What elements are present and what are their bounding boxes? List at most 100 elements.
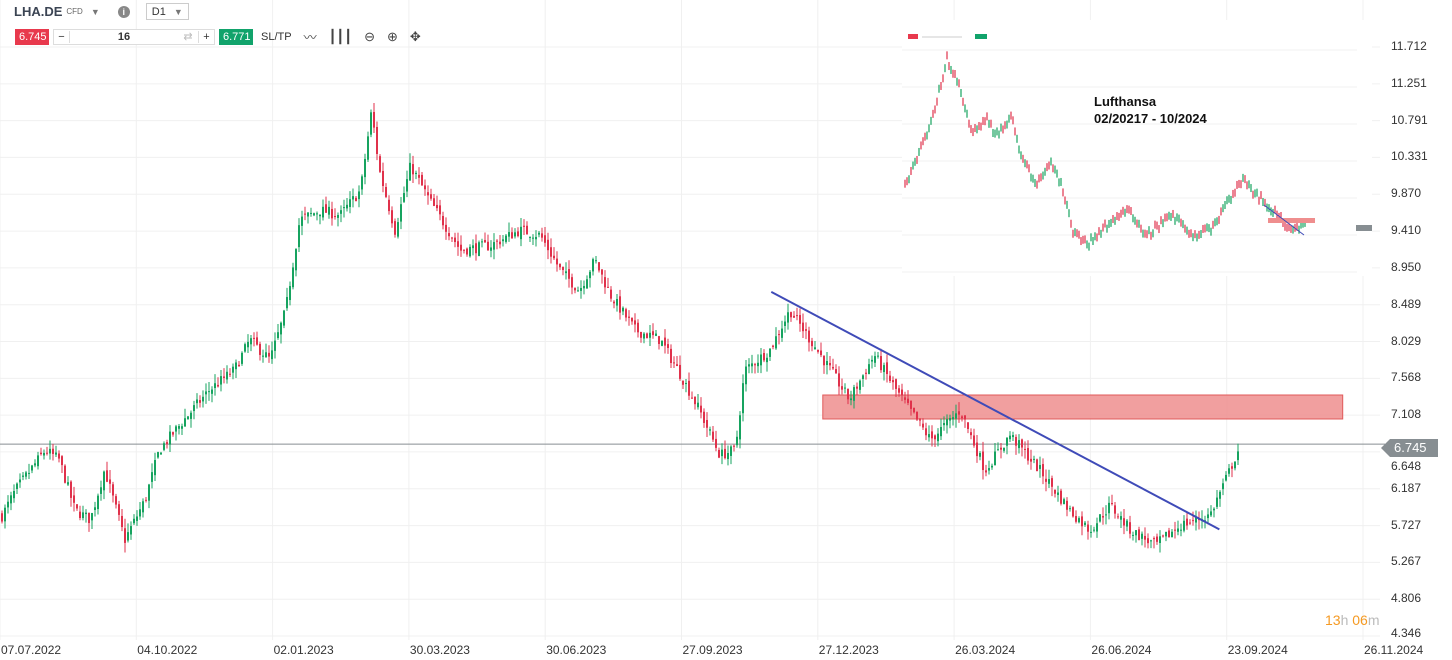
resistance-zone[interactable] — [822, 394, 1344, 420]
decrease-button[interactable]: − — [54, 30, 70, 43]
inset-long-term-chart: Lufthansa 02/20217 - 10/2024 — [902, 20, 1372, 276]
candle-body — [625, 309, 627, 318]
candle-body — [1171, 531, 1173, 538]
candle-body — [160, 452, 162, 455]
candle-body — [1015, 436, 1017, 446]
candle-body — [619, 296, 621, 313]
candle-body — [277, 332, 279, 339]
candle-body — [694, 396, 696, 405]
zoom-out-icon[interactable]: ⊖ — [364, 28, 375, 44]
increase-button[interactable]: + — [198, 30, 214, 43]
candle-body — [439, 205, 441, 215]
candle-body — [682, 380, 684, 385]
candle-body — [316, 213, 318, 215]
quantity-stepper[interactable]: − 16 ⇄ + — [53, 28, 215, 45]
candle-body — [427, 192, 429, 196]
candle-body — [1036, 459, 1038, 472]
symbol-dropdown-chevron-icon[interactable]: ▼ — [90, 6, 100, 17]
candle-body — [436, 204, 438, 209]
candle-body — [673, 362, 675, 364]
candle-body — [148, 484, 150, 501]
sltp-button[interactable]: SL/TP — [261, 30, 292, 43]
candle-body — [724, 448, 726, 459]
candle-body — [1228, 468, 1230, 474]
candle-body — [937, 433, 939, 442]
candle-body — [1072, 507, 1074, 517]
sell-button[interactable]: 6.745 — [15, 28, 49, 45]
info-icon[interactable]: i — [117, 5, 130, 18]
candle-body — [1192, 520, 1194, 522]
candle-body — [628, 316, 630, 318]
trade-bar: 6.745 − 16 ⇄ + 6.771 SL/TP 〰 ┃┃┃ ⊖ ⊕ ✥ — [15, 27, 421, 46]
inset-price-tag — [1356, 225, 1372, 231]
candle-body — [808, 330, 810, 343]
candle-body — [733, 445, 735, 447]
candle-body — [670, 348, 672, 364]
candle-body — [166, 442, 168, 445]
quantity-input[interactable]: 16 — [117, 30, 131, 43]
candle-body — [382, 170, 384, 187]
candle-body — [295, 249, 297, 271]
candle-countdown: 13h 06m — [1325, 612, 1380, 628]
candle-body — [46, 452, 48, 454]
candle-body — [187, 416, 189, 420]
candle-body — [1081, 516, 1083, 527]
candle-body — [547, 239, 549, 251]
candle-body — [232, 366, 234, 373]
candle-body — [211, 389, 213, 394]
x-tick-label: 30.06.2023 — [546, 643, 607, 657]
swap-icon[interactable]: ⇄ — [183, 31, 193, 43]
buy-button[interactable]: 6.771 — [219, 28, 253, 45]
candle-body — [1078, 518, 1080, 523]
candle-body — [292, 267, 294, 288]
candle-body — [226, 371, 228, 380]
y-tick-label: 8.489 — [1391, 296, 1422, 311]
candle-body — [1159, 536, 1161, 544]
candle-body — [967, 422, 969, 429]
candle-body — [181, 426, 183, 429]
candle-body — [892, 380, 894, 383]
inset-resistance-zone — [1268, 218, 1315, 223]
candle-body — [1084, 522, 1086, 525]
candle-body — [61, 456, 63, 466]
symbol-name[interactable]: LHA.DE — [14, 4, 63, 19]
candle-body — [448, 233, 450, 237]
candle-body — [484, 240, 486, 243]
candle-body — [415, 172, 417, 175]
candle-body — [529, 236, 531, 238]
y-tick-label: 7.108 — [1391, 407, 1422, 422]
candle-body — [40, 452, 42, 455]
candle-body — [241, 352, 243, 364]
y-tick-label: 10.331 — [1391, 149, 1428, 164]
candle-body — [703, 411, 705, 423]
candle-body — [1087, 524, 1089, 532]
x-tick-label: 26.11.2024 — [1364, 643, 1424, 657]
crosshair-move-icon[interactable]: ✥ — [409, 28, 421, 44]
timeframe-select[interactable]: D1 ▼ — [145, 3, 189, 20]
candle-body — [763, 353, 765, 361]
candle-body — [250, 338, 252, 345]
candle-body — [979, 452, 981, 457]
trendline[interactable] — [770, 290, 1220, 531]
candle-body — [1231, 466, 1233, 469]
candle-body — [220, 376, 222, 385]
candle-body — [289, 286, 291, 301]
candle-body — [1132, 534, 1134, 536]
zoom-in-icon[interactable]: ⊕ — [386, 28, 398, 44]
candle-body — [757, 362, 759, 367]
candle-body — [1093, 529, 1095, 531]
candle-body — [328, 206, 330, 215]
candle-body — [1045, 478, 1047, 482]
candle-body — [730, 446, 732, 456]
candle-body — [19, 479, 21, 483]
candle-body — [253, 337, 255, 339]
candle-body — [559, 263, 561, 268]
candle-body — [70, 481, 72, 498]
line-chart-icon[interactable]: 〰 — [303, 30, 317, 45]
candle-body — [718, 449, 720, 458]
countdown-hours: 13 — [1325, 612, 1341, 628]
candlestick-icon[interactable]: ┃┃┃ — [328, 28, 353, 44]
candle-body — [418, 174, 420, 178]
candle-body — [139, 509, 141, 517]
